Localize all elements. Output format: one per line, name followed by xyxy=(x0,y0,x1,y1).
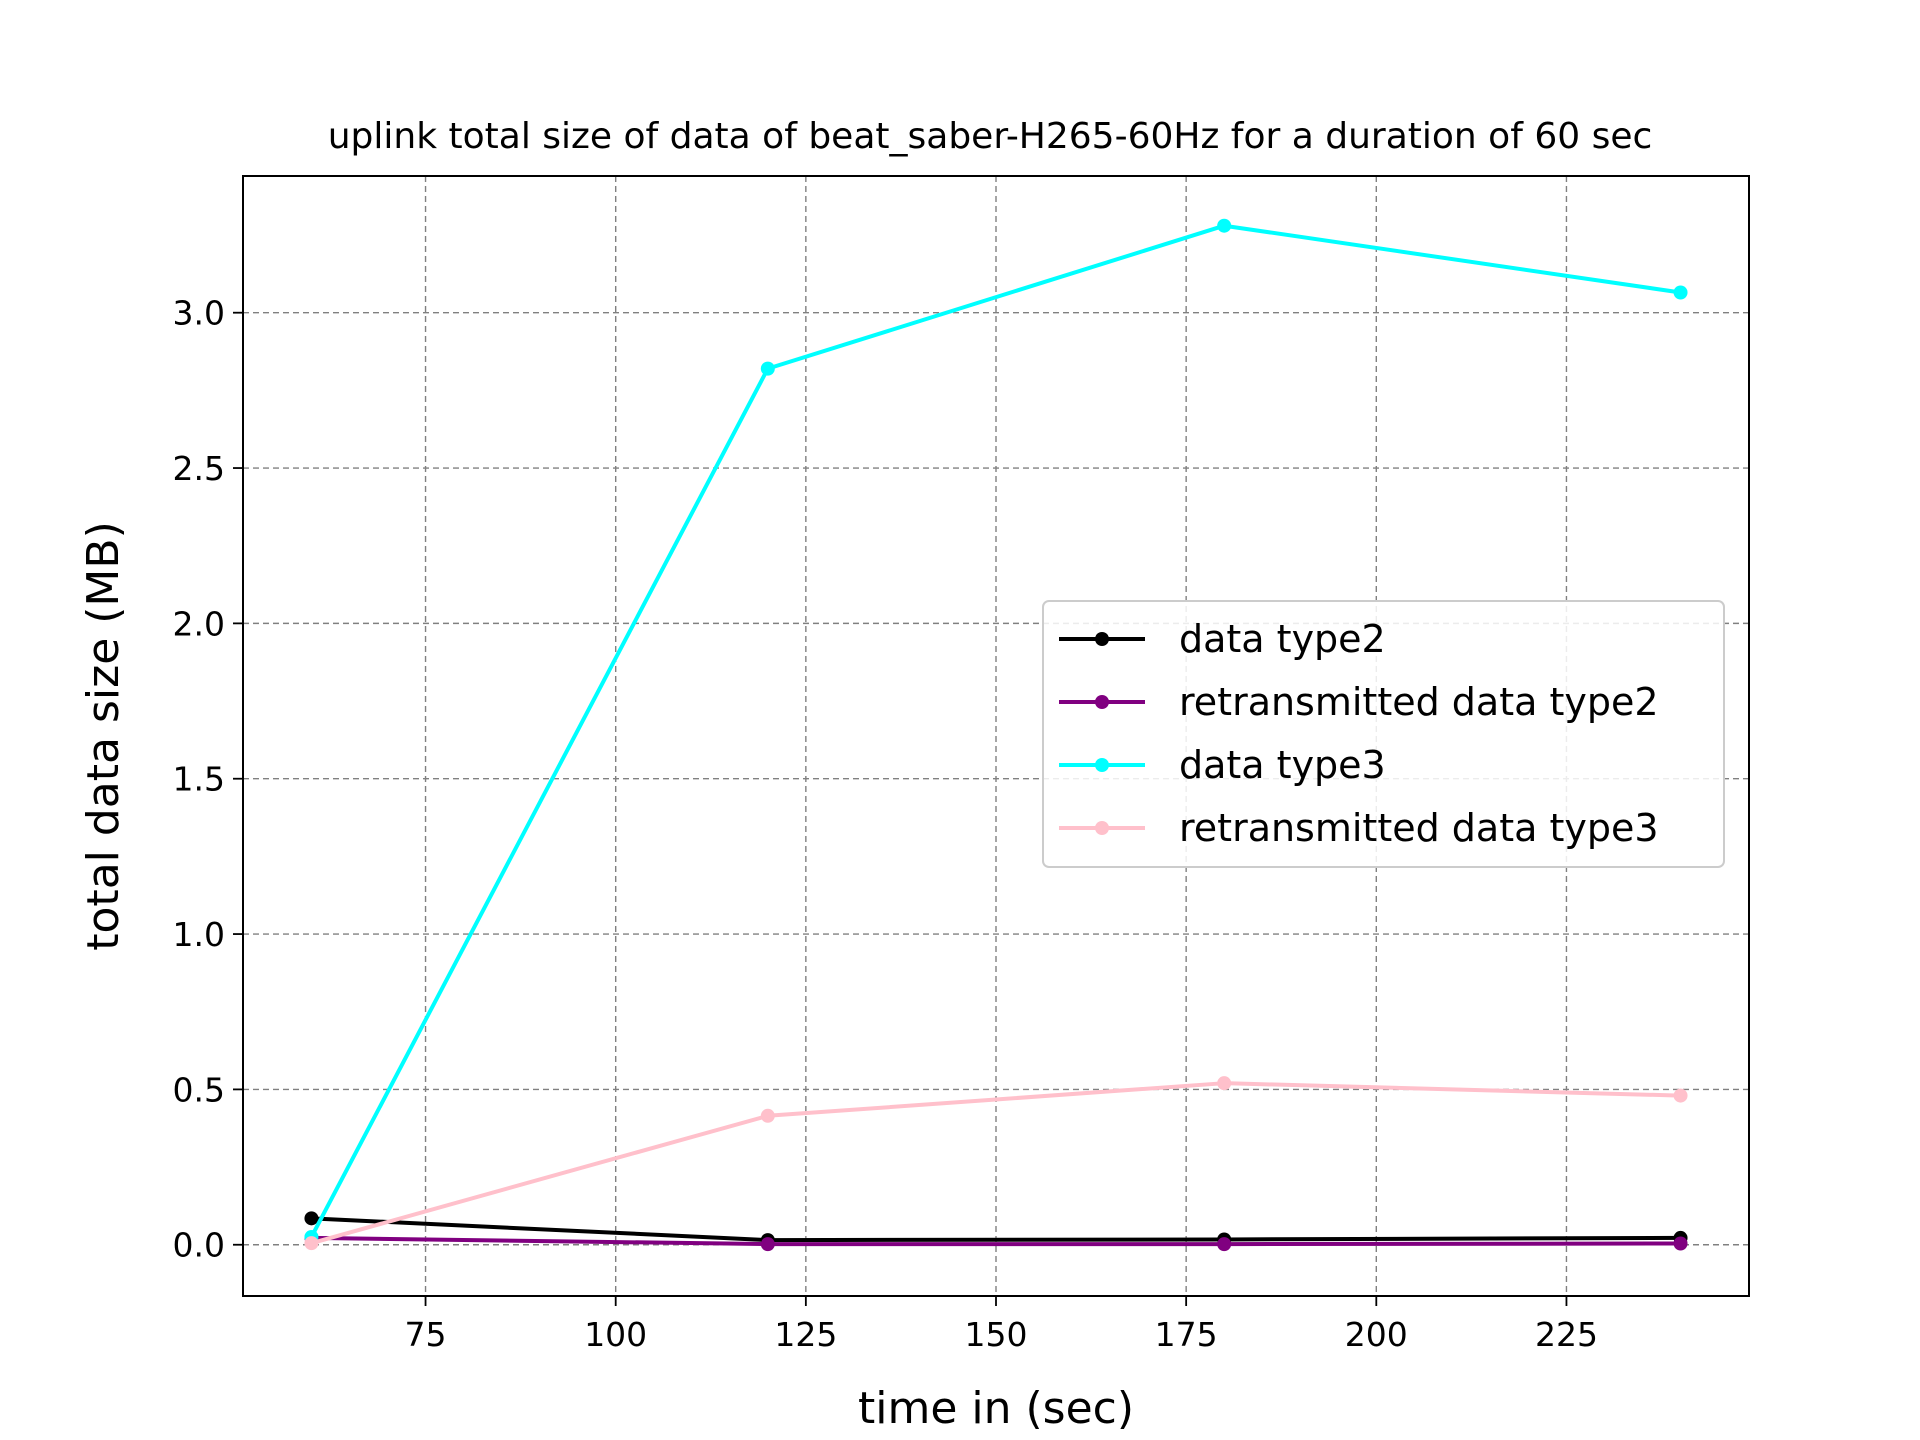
legend-swatch-marker xyxy=(1095,632,1109,646)
x-tick-label: 150 xyxy=(965,1315,1028,1354)
x-tick-label: 100 xyxy=(584,1315,647,1354)
x-tick-label: 125 xyxy=(774,1315,837,1354)
series-line-2 xyxy=(311,1235,1681,1247)
chart-title: uplink total size of data of beat_saber-… xyxy=(328,116,1653,157)
legend-entry-label: retransmitted data type2 xyxy=(1179,680,1659,724)
series-group xyxy=(304,218,1688,1252)
series-3-point xyxy=(1673,285,1688,300)
y-tick-label: 0.5 xyxy=(173,1070,225,1109)
x-tick-label: 75 xyxy=(405,1315,447,1354)
series-2-point xyxy=(1673,1236,1688,1251)
series-4-point xyxy=(304,1236,319,1251)
legend-swatch-marker xyxy=(1095,758,1109,772)
x-axis-label: time in (sec) xyxy=(858,1383,1134,1434)
x-tick-label: 225 xyxy=(1535,1315,1598,1354)
x-tick-label: 200 xyxy=(1345,1315,1408,1354)
legend-entry-label: retransmitted data type3 xyxy=(1179,806,1659,850)
y-axis-label: total data size (MB) xyxy=(78,521,129,950)
y-tick-label: 0.0 xyxy=(173,1226,225,1265)
y-tick-label: 1.5 xyxy=(173,760,225,799)
x-axis: 75 100 125 150 175 200 225 xyxy=(405,1296,1598,1354)
x-tick-label: 175 xyxy=(1155,1315,1218,1354)
series-1-point xyxy=(304,1211,319,1226)
y-tick-label: 1.0 xyxy=(173,915,225,954)
series-2-point xyxy=(760,1237,775,1252)
series-4-point xyxy=(1673,1088,1688,1103)
series-3-point xyxy=(760,361,775,376)
y-tick-label: 2.5 xyxy=(173,449,225,488)
legend: data type2 retransmitted data type2 data t… xyxy=(1042,600,1725,868)
legend-entry-label: data type3 xyxy=(1179,743,1386,787)
y-axis: 0.0 0.5 1.0 1.5 2.0 2.5 3.0 xyxy=(173,294,243,1265)
y-tick-label: 2.0 xyxy=(173,604,225,643)
series-line-3 xyxy=(309,223,1681,1238)
series-line-1 xyxy=(311,1216,1681,1243)
series-4-point xyxy=(1217,1076,1232,1091)
series-4-point xyxy=(760,1108,775,1123)
y-tick-label: 3.0 xyxy=(173,294,225,333)
legend-box xyxy=(1042,600,1725,868)
series-line-4 xyxy=(310,1081,1681,1246)
legend-swatch-marker xyxy=(1095,695,1109,709)
legend-swatch-marker xyxy=(1095,821,1109,835)
legend-entry-label: data type2 xyxy=(1179,617,1386,661)
series-3-point xyxy=(1217,218,1232,233)
series-2-point xyxy=(1217,1237,1232,1252)
